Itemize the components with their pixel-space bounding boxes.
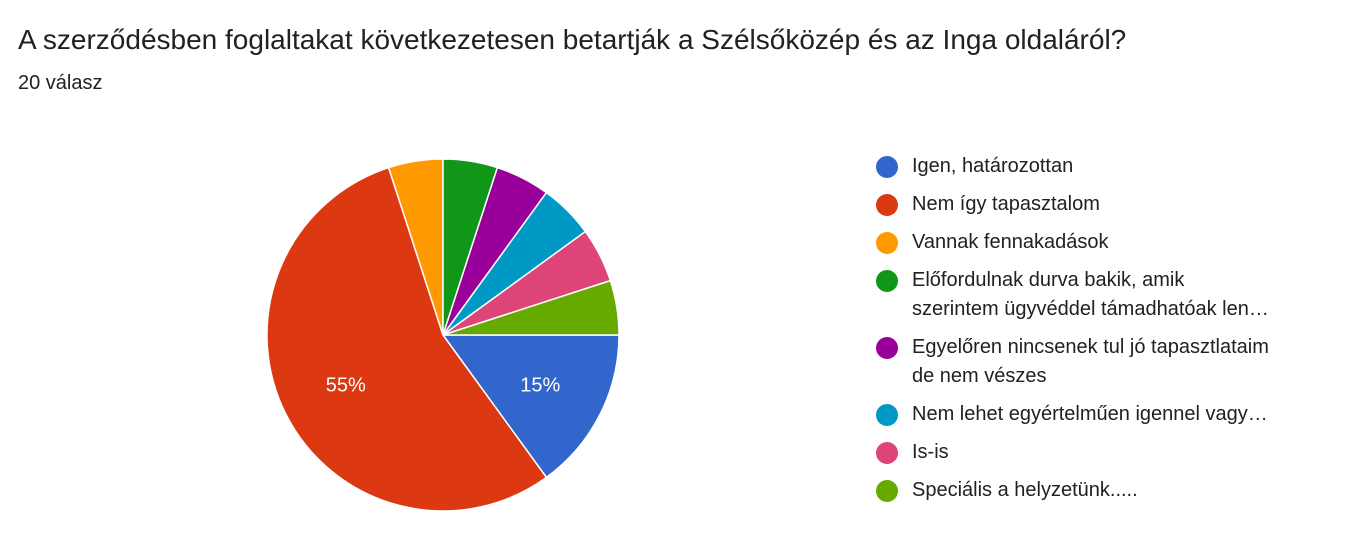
legend-label: Egyelőren nincsenek tul jó tapasztlataim… xyxy=(912,336,1269,387)
legend-item[interactable]: Előfordulnak durva bakik, amik szerintem… xyxy=(876,266,1346,324)
chart-legend: Igen, határozottan Nem így tapasztalom Van… xyxy=(876,152,1346,514)
legend-label: Is-is xyxy=(912,441,949,463)
legend-item[interactable]: Speciális a helyzetünk..... xyxy=(876,476,1346,505)
pie-slice-8[interactable] xyxy=(442,279,620,336)
pie-data-label-1: 15% xyxy=(520,375,560,397)
pie-slice-1[interactable] xyxy=(441,334,620,479)
pie-slice-2[interactable] xyxy=(266,166,548,512)
legend-color-swatch xyxy=(876,442,898,464)
legend-label: Speciális a helyzetünk..... xyxy=(912,479,1138,501)
legend-color-swatch xyxy=(876,270,898,292)
pie-chart: 15% 55% xyxy=(266,158,620,512)
chart-title: A szerződésben foglaltakat következetese… xyxy=(18,24,1127,55)
response-count: 20 válasz xyxy=(18,72,103,94)
legend-item[interactable]: Is-is xyxy=(876,438,1346,467)
legend-item[interactable]: Vannak fennakadások xyxy=(876,228,1346,257)
legend-label: Előfordulnak durva bakik, amik szerintem… xyxy=(912,269,1269,320)
legend-color-swatch xyxy=(876,480,898,502)
legend-item[interactable]: Igen, határozottan xyxy=(876,152,1346,181)
legend-label: Vannak fennakadások xyxy=(912,231,1109,253)
pie-data-label-2: 55% xyxy=(326,375,366,397)
legend-color-swatch xyxy=(876,337,898,359)
legend-label: Igen, határozottan xyxy=(912,155,1074,177)
legend-color-swatch xyxy=(876,404,898,426)
legend-color-swatch xyxy=(876,232,898,254)
legend-item[interactable]: Egyelőren nincsenek tul jó tapasztlataim… xyxy=(876,333,1346,391)
legend-color-swatch xyxy=(876,156,898,178)
legend-item[interactable]: Nem lehet egyértelműen igennel vagy… xyxy=(876,400,1346,429)
legend-item[interactable]: Nem így tapasztalom xyxy=(876,190,1346,219)
legend-color-swatch xyxy=(876,194,898,216)
legend-label: Nem lehet egyértelműen igennel vagy… xyxy=(912,403,1268,425)
legend-label: Nem így tapasztalom xyxy=(912,193,1100,215)
